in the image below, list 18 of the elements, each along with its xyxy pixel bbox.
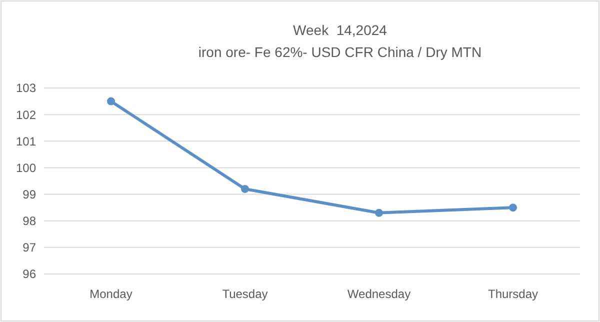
y-tick-label: 100	[16, 160, 36, 175]
y-tick-label: 101	[16, 134, 36, 148]
x-tick-label: Wednesday	[347, 287, 411, 301]
point	[375, 208, 383, 217]
y-tick-label: 97	[22, 240, 36, 255]
chart-subtitle: iron ore- Fe 62%- USD CFR China / Dry MTN	[198, 44, 482, 60]
y-tick-label: 102	[16, 108, 36, 122]
y-tick-label: 98	[22, 214, 36, 228]
x-tick-label: Monday	[90, 287, 132, 301]
point	[241, 184, 249, 193]
chart-title: Week 14,2024	[293, 22, 388, 38]
point	[107, 97, 115, 106]
y-tick-label: 99	[22, 187, 36, 202]
x-tick-label: Tuesday	[222, 287, 268, 301]
point	[509, 204, 517, 212]
y-tick-label: 96	[22, 267, 36, 282]
y-tick-label: 103	[16, 81, 36, 96]
x-tick-label: Thursday	[488, 287, 538, 301]
